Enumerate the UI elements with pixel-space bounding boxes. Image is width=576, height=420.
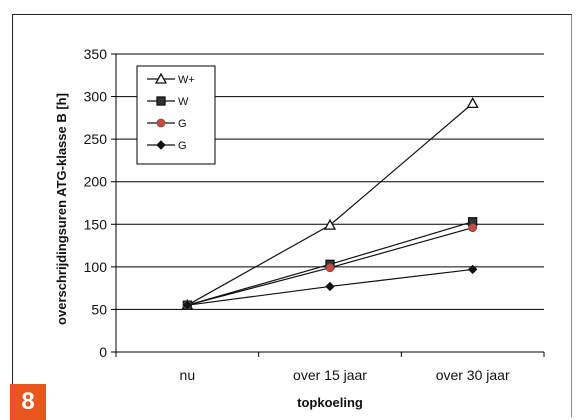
axes — [111, 53, 545, 357]
data-point — [325, 263, 335, 273]
y-tick-label: 0 — [99, 344, 107, 360]
y-tick-label: 300 — [84, 89, 108, 105]
legend-label: W — [178, 96, 189, 108]
legend-box — [136, 65, 216, 165]
y-tick-label: 50 — [91, 301, 107, 317]
data-point — [468, 223, 478, 233]
legend: W+WGG — [136, 65, 216, 165]
y-tick-label: 250 — [84, 131, 108, 147]
legend-label: G — [178, 140, 187, 152]
y-tick-label: 150 — [84, 216, 108, 232]
x-axis-title: topkoeling — [297, 395, 363, 410]
legend-marker — [156, 140, 166, 150]
series-markers — [181, 97, 479, 310]
legend-marker — [156, 96, 166, 106]
data-point — [323, 218, 337, 230]
x-tick-label: nu — [180, 367, 196, 383]
chart-frame — [12, 14, 572, 417]
data-point — [325, 281, 335, 292]
data-point — [467, 264, 478, 275]
figure-number-badge: 8 — [10, 384, 46, 420]
y-tick-label: 350 — [84, 46, 108, 62]
y-axis-title: overschrijdingsuren ATG-klasse B [h] — [54, 93, 69, 325]
y-tick-label: 200 — [84, 174, 108, 190]
x-tick-labels: nu over 15 jaar over 30 jaar — [180, 367, 510, 383]
data-point — [182, 300, 193, 310]
legend-marker — [154, 72, 168, 84]
y-tick-label: 100 — [84, 259, 108, 275]
series-lines — [187, 102, 474, 306]
data-point — [466, 97, 479, 109]
x-tick-label: over 30 jaar — [436, 367, 510, 383]
legend-marker — [156, 118, 166, 128]
y-tick-labels: 0 50 100 150 200 250 300 350 — [84, 46, 108, 360]
x-tick-label: over 15 jaar — [293, 367, 367, 383]
legend-label: G — [178, 118, 187, 130]
legend-label: W+ — [178, 74, 195, 86]
